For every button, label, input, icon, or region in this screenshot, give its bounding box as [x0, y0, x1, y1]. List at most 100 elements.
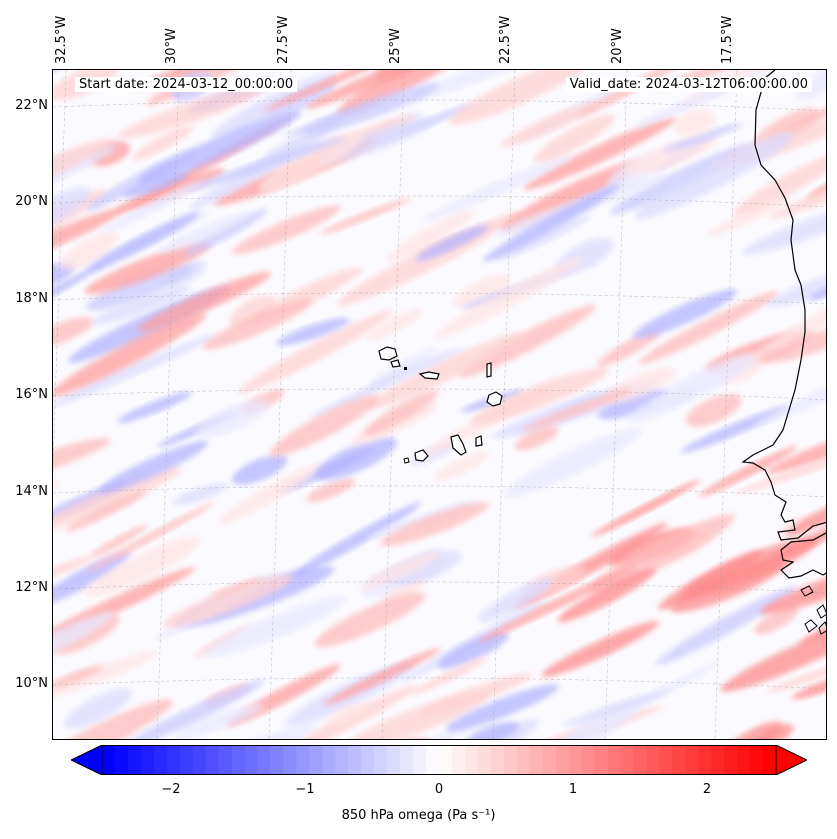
lon-label-22-5w: 22.5°W	[498, 15, 513, 64]
omega-streak	[380, 502, 489, 547]
omega-streak	[231, 454, 288, 485]
omega-streak	[791, 671, 826, 700]
omega-streak	[632, 289, 738, 339]
omega-streak	[183, 209, 268, 256]
omega-streak	[100, 181, 203, 234]
omega-streak	[445, 684, 560, 732]
colorbar-cell	[581, 745, 596, 775]
omega-streak	[269, 394, 380, 457]
omega-streak	[98, 440, 209, 494]
colorbar-cell	[387, 745, 401, 775]
meridian-line	[604, 70, 628, 739]
omega-streak	[786, 484, 826, 536]
start-date-label: Start date: 2024-03-12_00:00:00	[75, 77, 298, 92]
colorbar-tick-neg1: −1	[295, 782, 315, 797]
omega-streak	[53, 186, 91, 231]
omega-streak	[766, 267, 826, 308]
omega-streak	[707, 196, 792, 236]
colorbar-cell	[335, 745, 349, 775]
omega-streak	[366, 332, 523, 410]
colorbar-cell	[257, 745, 272, 775]
omega-streak	[514, 425, 559, 451]
omega-streak	[795, 70, 826, 100]
omega-streak	[53, 612, 114, 677]
colorbar-cell	[477, 745, 492, 775]
omega-streak	[366, 309, 423, 341]
omega-streak	[231, 205, 341, 255]
colorbar-cell	[503, 745, 518, 775]
omega-streak	[477, 564, 638, 643]
omega-field	[53, 70, 826, 739]
omega-streak	[448, 70, 594, 125]
colorbar-graphic	[69, 744, 809, 776]
omega-streak	[637, 290, 779, 365]
colorbar-cell	[244, 745, 259, 775]
lat-label-14n: 14°N	[15, 484, 48, 499]
colorbar-tick-neg2: −2	[161, 782, 181, 797]
omega-streak	[319, 197, 411, 235]
omega-streak	[680, 405, 789, 453]
omega-streak	[229, 295, 276, 328]
omega-streak	[328, 703, 367, 725]
graticule	[53, 70, 826, 739]
colorbar-cell	[750, 745, 764, 775]
lon-label-25w: 25°W	[388, 28, 403, 64]
omega-streak	[734, 439, 826, 495]
omega-streak	[314, 592, 426, 648]
colorbar-cell	[555, 745, 570, 775]
colorbar-cell	[568, 745, 583, 775]
colorbar-cell	[594, 745, 609, 775]
lat-label-22n: 22°N	[15, 98, 48, 113]
omega-streak	[183, 136, 347, 192]
colorbar-cell	[192, 745, 207, 775]
colorbar-cell	[231, 745, 246, 775]
omega-map	[52, 69, 827, 740]
lat-label-10n: 10°N	[15, 676, 48, 691]
omega-streak	[482, 183, 621, 262]
colorbar-cell	[763, 745, 777, 775]
omega-streak	[500, 101, 600, 147]
omega-streak	[766, 423, 826, 474]
omega-streak	[53, 698, 174, 739]
omega-streak	[770, 166, 826, 219]
meridian-line	[714, 70, 738, 739]
lat-label-18n: 18°N	[15, 291, 48, 306]
colorbar-cell	[659, 745, 673, 775]
colorbar-label: 850 hPa omega (Pa s⁻¹)	[341, 808, 496, 823]
meridian-line	[381, 70, 405, 739]
omega-streak	[53, 138, 114, 194]
omega-streak	[202, 298, 313, 350]
colorbar-cell	[451, 745, 466, 775]
colorbar-cell	[374, 745, 388, 775]
omega-streak	[85, 264, 194, 311]
omega-streak	[162, 574, 293, 628]
omega-streak	[433, 257, 584, 339]
colorbar-cell	[348, 745, 362, 775]
omega-streak	[434, 451, 489, 481]
colorbar-cell	[322, 745, 336, 775]
colorbar-min-arrow	[69, 744, 103, 776]
colorbar-cell	[400, 745, 414, 775]
omega-streak	[53, 467, 183, 533]
lat-label-12n: 12°N	[15, 580, 48, 595]
omega-streak	[263, 70, 437, 112]
omega-streak	[731, 150, 826, 216]
omega-streak	[314, 437, 397, 481]
parallel-line	[53, 99, 826, 112]
omega-streak	[797, 733, 826, 739]
omega-streak	[452, 274, 511, 309]
omega-streak	[374, 70, 417, 81]
omega-streak	[53, 312, 207, 397]
lon-label-20w: 20°W	[610, 28, 625, 64]
colorbar-cell	[529, 745, 544, 775]
omega-streak	[624, 136, 717, 175]
omega-streak	[190, 722, 319, 739]
omega-streak	[662, 122, 743, 153]
omega-streak	[415, 225, 489, 262]
omega-streak	[217, 462, 324, 525]
sao-nicolau-island	[418, 371, 440, 380]
omega-streak	[367, 347, 438, 388]
colorbar-cell	[283, 745, 298, 775]
parallel-line	[53, 581, 826, 594]
parallel-line	[53, 485, 826, 498]
